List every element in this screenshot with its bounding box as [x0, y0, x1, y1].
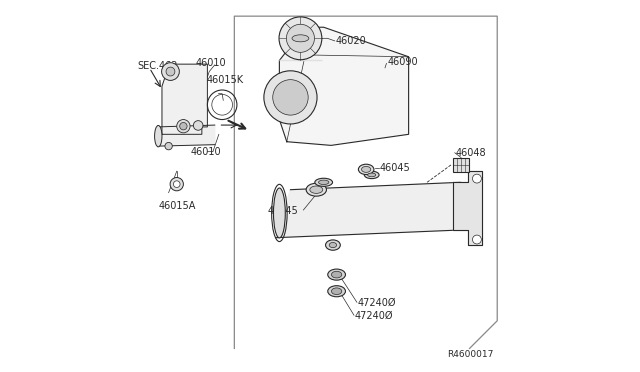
Text: 46048: 46048 [456, 148, 486, 158]
Text: R4600017: R4600017 [447, 350, 493, 359]
Circle shape [165, 142, 172, 150]
Text: SEC.462: SEC.462 [137, 61, 178, 71]
Polygon shape [157, 125, 215, 146]
Ellipse shape [332, 271, 342, 278]
Polygon shape [162, 64, 207, 134]
Ellipse shape [319, 180, 329, 185]
Ellipse shape [315, 178, 333, 186]
Ellipse shape [364, 171, 379, 179]
Text: 46015K: 46015K [206, 76, 243, 86]
Polygon shape [279, 60, 322, 61]
Circle shape [193, 121, 203, 130]
Polygon shape [280, 27, 408, 145]
Polygon shape [453, 171, 483, 245]
Polygon shape [276, 182, 460, 238]
Circle shape [180, 122, 187, 130]
Text: 47240Ø: 47240Ø [355, 311, 393, 321]
Circle shape [264, 71, 317, 124]
Ellipse shape [328, 286, 346, 297]
Ellipse shape [155, 125, 162, 147]
Circle shape [472, 174, 481, 183]
Circle shape [273, 80, 308, 115]
Circle shape [173, 181, 180, 187]
Text: 47240Ø: 47240Ø [358, 298, 396, 308]
Circle shape [279, 17, 322, 60]
Text: 46090: 46090 [387, 57, 418, 67]
Circle shape [170, 177, 184, 191]
Ellipse shape [326, 240, 340, 250]
Text: 46020: 46020 [335, 36, 366, 46]
Ellipse shape [332, 288, 342, 295]
Ellipse shape [328, 269, 346, 280]
Circle shape [166, 67, 175, 76]
Ellipse shape [273, 188, 285, 238]
Text: 46010: 46010 [191, 147, 221, 157]
Circle shape [177, 119, 190, 133]
Bar [453, 158, 468, 171]
Text: 46010: 46010 [195, 58, 226, 68]
Circle shape [162, 62, 179, 80]
Ellipse shape [306, 183, 326, 196]
Text: 46045: 46045 [380, 163, 411, 173]
Ellipse shape [362, 166, 371, 172]
Ellipse shape [367, 173, 376, 177]
Ellipse shape [292, 35, 309, 42]
Circle shape [472, 235, 481, 244]
Text: 46045: 46045 [268, 206, 298, 216]
Ellipse shape [310, 186, 323, 193]
Circle shape [287, 24, 314, 52]
Ellipse shape [329, 243, 337, 248]
Ellipse shape [358, 164, 374, 174]
Text: 46015A: 46015A [158, 201, 196, 211]
